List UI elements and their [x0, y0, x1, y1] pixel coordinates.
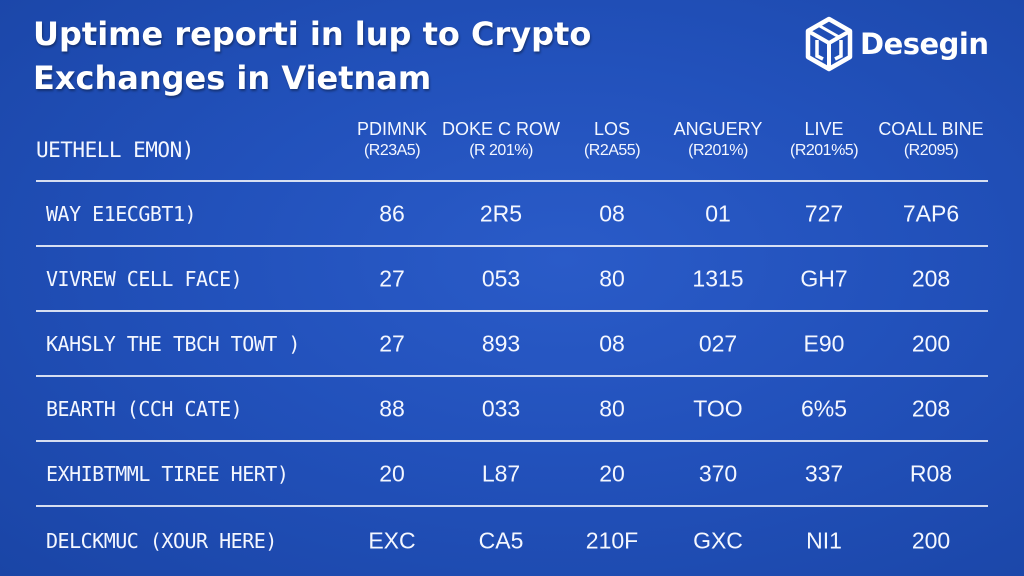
uptime-table: UETHELL EMON) PDIMNK (R23A5) DOKE C ROW …: [36, 112, 988, 575]
column-header-sub: (R201%5): [789, 142, 859, 159]
table-cell: 200: [911, 330, 951, 356]
table-cell: 20: [599, 460, 625, 486]
table-cell: GXC: [693, 527, 743, 554]
table-cell: R08: [909, 460, 953, 486]
table-cell: GH7: [800, 265, 848, 291]
column-header-name: LIVE: [804, 119, 844, 139]
table-cell: 80: [599, 265, 625, 291]
table-cell: 208: [911, 265, 951, 291]
table-cell: 27: [379, 330, 405, 356]
column-header-sub: (R23A5): [363, 142, 421, 159]
column-header-name: COALL BINE: [878, 119, 984, 139]
row-label: BEARTH (CCH CATE): [46, 396, 243, 421]
cube-logo-icon: [805, 16, 853, 72]
table-cell: 200: [911, 527, 951, 554]
column-header: DOKE C ROW (R 201%): [436, 118, 566, 162]
row-label: KAHSLY THE TBCH TOWT ): [46, 331, 300, 356]
column-header: COALL BINE (R2095): [866, 118, 996, 162]
table-header-row: UETHELL EMON) PDIMNK (R23A5) DOKE C ROW …: [36, 112, 988, 182]
column-header-name: LOS: [593, 119, 631, 139]
page-title: Uptime reporti in lup to Crypto Exchange…: [33, 12, 673, 100]
column-header-sub: (R201%): [688, 142, 748, 159]
table-cell: 08: [599, 200, 625, 226]
logo-text: Desegin: [860, 27, 989, 61]
column-header-name: ANGUERY: [673, 119, 763, 139]
row-label: DELCKMUC (XOUR HERE): [46, 529, 277, 553]
table-cell: 80: [599, 395, 625, 421]
table-cell: 20: [379, 460, 405, 486]
table-cell: 27: [379, 265, 405, 291]
table-cell: 053: [481, 265, 521, 291]
table-cell: 893: [481, 330, 521, 356]
table-cell: 1315: [692, 265, 744, 291]
title-line-2: Exchanges in Vietnam: [33, 59, 432, 97]
table-cell: 2R5: [479, 200, 523, 226]
first-column-header: UETHELL EMON): [36, 138, 194, 162]
table-row: BEARTH (CCH CATE) 88 033 80 TOO 6%5 208: [36, 377, 988, 442]
column-header: LIVE (R201%5): [759, 118, 889, 162]
table-cell: 033: [481, 395, 521, 421]
column-header: PDIMNK (R23A5): [327, 118, 457, 162]
column-header-sub: (R2A55): [583, 142, 641, 159]
column-header: LOS (R2A55): [547, 118, 677, 162]
table-cell: 7AP6: [902, 200, 960, 226]
column-header: ANGUERY (R201%): [653, 118, 783, 162]
table-cell: TOO: [693, 395, 743, 421]
table-cell: 027: [698, 330, 738, 356]
table-cell: 08: [599, 330, 625, 356]
table-cell: 337: [804, 460, 844, 486]
table-cell: E90: [803, 330, 845, 356]
table-row: DELCKMUC (XOUR HERE) EXC CA5 210F GXC NI…: [36, 507, 988, 575]
table-cell: EXC: [368, 527, 416, 554]
row-label: WAY E1ECGBT1): [46, 201, 197, 226]
table-cell: 86: [379, 200, 405, 226]
table-cell: 727: [804, 200, 844, 226]
table-cell: 208: [911, 395, 951, 421]
table-row: WAY E1ECGBT1) 86 2R5 08 01 727 7AP6: [36, 182, 988, 247]
table-cell: CA5: [478, 527, 524, 554]
table-cell: 370: [698, 460, 738, 486]
column-header-name: DOKE C ROW: [441, 119, 560, 139]
row-label: EXHIBTMML TIREE HERT): [46, 461, 289, 486]
title-line-1: Uptime reporti in lup to Crypto: [33, 15, 592, 53]
table-cell: NI1: [806, 527, 842, 554]
table-cell: 01: [705, 200, 731, 226]
table-row: EXHIBTMML TIREE HERT) 20 L87 20 370 337 …: [36, 442, 988, 507]
table-cell: L87: [481, 460, 521, 486]
brand-logo: Desegin: [804, 14, 989, 74]
table-cell: 210F: [585, 527, 639, 554]
column-header-name: PDIMNK: [356, 119, 427, 139]
column-header-sub: (R 201%): [469, 142, 533, 159]
column-header-sub: (R2095): [903, 142, 959, 159]
row-label: VIVREW CELL FACE): [46, 266, 243, 291]
table-row: KAHSLY THE TBCH TOWT ) 27 893 08 027 E90…: [36, 312, 988, 377]
table-cell: 6%5: [800, 395, 848, 421]
table-cell: 88: [379, 395, 405, 421]
table-row: VIVREW CELL FACE) 27 053 80 1315 GH7 208: [36, 247, 988, 312]
